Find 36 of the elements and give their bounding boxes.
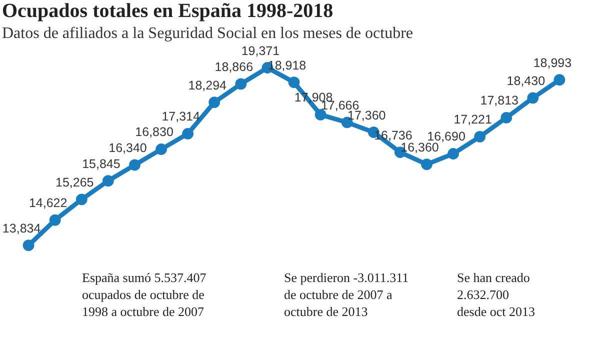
point — [554, 74, 566, 86]
point — [474, 131, 486, 142]
chart-title: Ocupados totales en España 1998-2018 — [2, 0, 334, 22]
point — [235, 78, 247, 90]
chart-subtitle: Datos de afiliados a la Seguridad Social en los meses de octubre — [2, 24, 413, 42]
data-label: 15,845 — [82, 156, 120, 171]
point — [156, 144, 167, 155]
data-label: 16,340 — [108, 140, 147, 155]
point — [421, 158, 432, 170]
text: Se han creado 2.632.700 desde oct 2013 — [457, 270, 535, 319]
data-label: 16,830 — [135, 125, 174, 140]
point — [288, 76, 300, 88]
point — [527, 92, 539, 104]
point — [129, 159, 140, 171]
point — [448, 148, 459, 160]
text: Se perdieron -3.011.311 de octubre de 2007 a octubre de 2013 — [284, 270, 409, 319]
data-label: 14,622 — [28, 196, 68, 210]
point — [22, 240, 34, 252]
data-label: 19,371 — [241, 44, 280, 58]
point — [500, 112, 512, 124]
point — [49, 214, 61, 226]
data-label: 18,430 — [506, 74, 546, 88]
point — [182, 128, 194, 140]
data-label: 17,813 — [480, 94, 519, 108]
text: España sumó 5.537.407 ocupados de octubre de 1998 a octubre de 2007 — [82, 270, 207, 319]
data-label: 18,294 — [188, 78, 227, 92]
point — [208, 96, 220, 108]
data-label: 17,221 — [454, 112, 492, 127]
data-label: 18,866 — [214, 60, 254, 74]
point — [102, 175, 114, 187]
data-label: 18,993 — [533, 56, 572, 70]
data-label: 15,265 — [56, 175, 94, 190]
data-label: 17,314 — [162, 110, 200, 124]
point — [76, 194, 88, 206]
data-label: 13,834 — [2, 221, 41, 236]
data-label: 17,360 — [348, 108, 386, 122]
